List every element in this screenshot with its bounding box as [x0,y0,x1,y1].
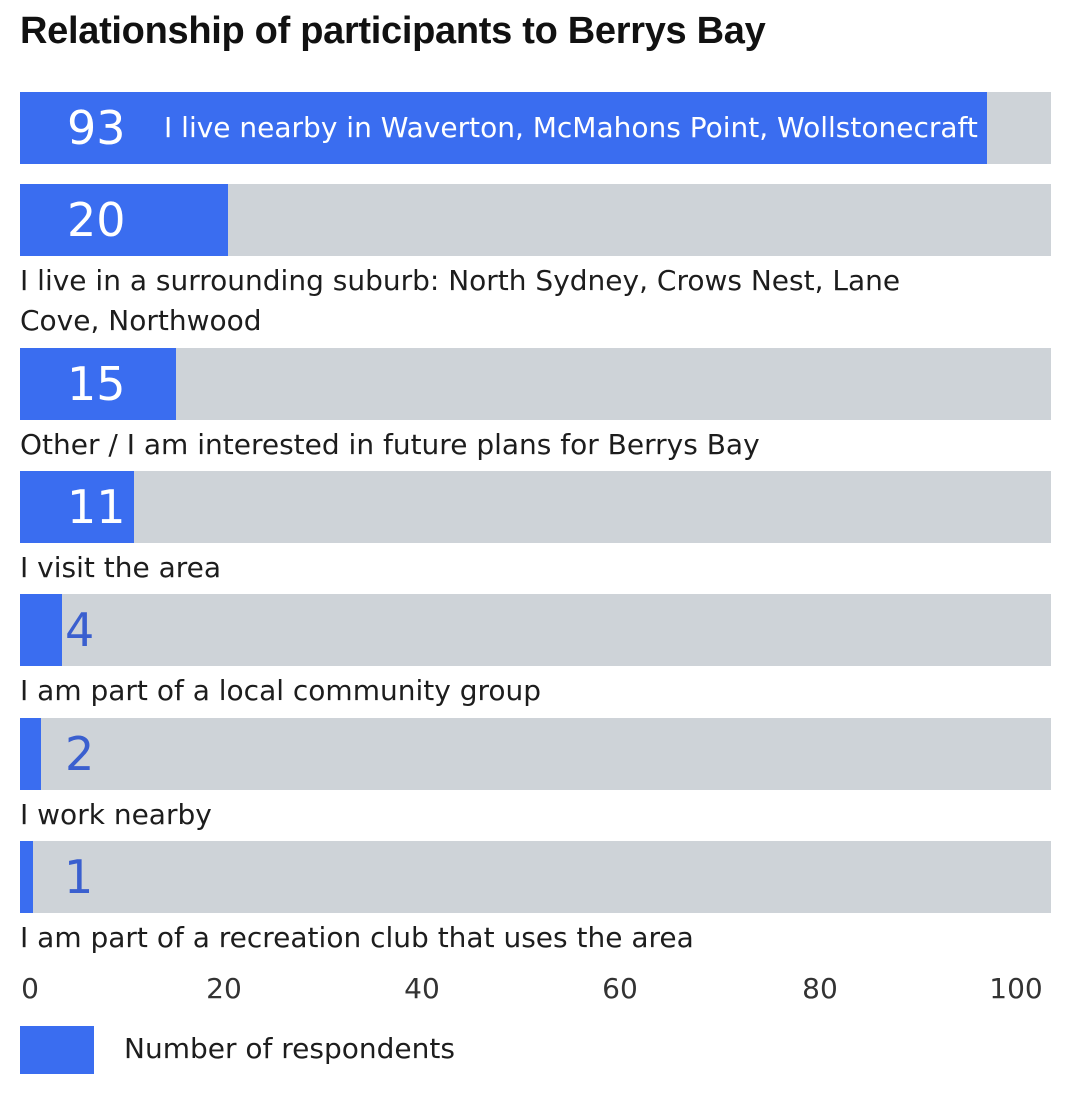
legend-label: Number of respondents [124,1032,455,1065]
category-label: I live nearby in Waverton, McMahons Poin… [164,111,978,144]
bar-value-label: 20 [67,193,126,247]
bar-track: 4 [20,594,1051,666]
bar [20,471,134,543]
bar-value-label: 93 [67,101,126,155]
category-label: Other / I am interested in future plans … [20,428,760,461]
x-tick-label: 100 [989,972,1043,1005]
bar [20,92,987,164]
bar-track: 15 [20,348,1051,420]
x-tick-label: 40 [404,972,440,1005]
bar [20,841,33,913]
category-label: I live in a surrounding suburb: North Sy… [20,264,901,337]
bar [20,718,41,790]
category-label: I am part of a local community group [20,674,542,707]
bar-track: 2 [20,718,1051,790]
x-tick-label: 20 [206,972,242,1005]
x-tick-label: 80 [802,972,838,1005]
bar-value-label: 4 [65,603,95,657]
bar-track: 93 I live nearby in Waverton, McMahons Po… [20,92,1051,164]
bar-value-label: 11 [67,480,126,534]
x-tick-label: 0 [21,972,39,1005]
bar-value-label: 15 [67,357,126,411]
category-label: I am part of a recreation club that uses… [20,921,694,954]
bar-track: 20 [20,184,1051,256]
bar-track: 11 [20,471,1051,543]
bar-value-label: 1 [64,850,94,904]
category-label: I visit the area [20,551,222,584]
bar-track: 1 [20,841,1051,913]
chart-title: Relationship of participants to Berrys B… [20,10,766,52]
bar [20,348,176,420]
x-tick-label: 60 [602,972,638,1005]
bar-value-label: 2 [65,727,95,781]
bar [20,184,228,256]
legend-swatch [20,1026,94,1074]
bar [20,594,62,666]
category-label: I work nearby [20,798,212,831]
bar-chart: 93 I live nearby in Waverton, McMahons Po… [20,92,1051,954]
